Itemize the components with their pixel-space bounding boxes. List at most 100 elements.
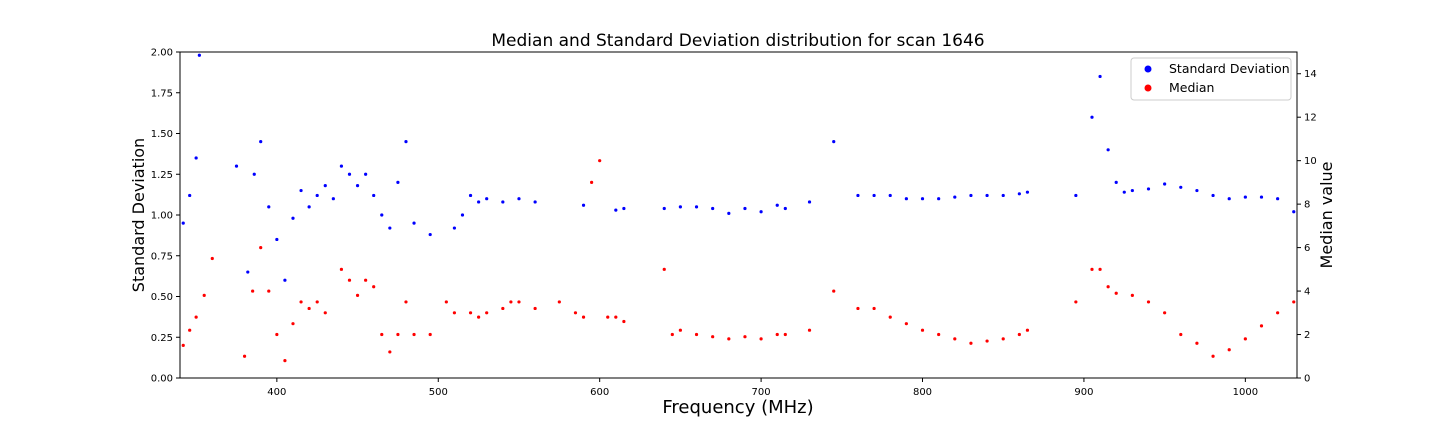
median-point [210, 256, 214, 261]
median-point [953, 337, 957, 341]
std-point [275, 237, 279, 242]
std-point [477, 200, 481, 204]
std-point [372, 193, 376, 198]
x-tick-label: 400 [267, 387, 286, 398]
std-point [315, 193, 319, 198]
std-point [888, 193, 892, 198]
median-point [347, 278, 352, 282]
median-point [598, 159, 602, 163]
std-point [727, 211, 731, 215]
std-point [283, 278, 287, 282]
std-point [872, 193, 876, 198]
left-axis-ticks: 0.00 0.25 0.50 0.75 1.00 1.25 1.50 1.75 2.00 [151, 48, 180, 385]
x-tick-label: 500 [429, 387, 448, 398]
std-point [267, 205, 271, 209]
median-point [1146, 300, 1151, 304]
legend-box [1130, 57, 1292, 101]
std-point [501, 200, 505, 204]
std-point [246, 270, 250, 274]
std-point [1106, 148, 1110, 152]
std-point [622, 206, 626, 211]
median-point [775, 332, 779, 337]
std-point [460, 213, 465, 217]
std-point [1025, 190, 1030, 194]
median-point [388, 350, 392, 354]
std-point [1211, 193, 1215, 198]
right-tick-label: 2 [1304, 330, 1310, 341]
median-point [1130, 293, 1134, 298]
std-point [937, 197, 941, 201]
right-tick-label: 14 [1304, 69, 1317, 80]
std-point [1098, 74, 1102, 79]
left-tick-label: 0.50 [151, 292, 173, 303]
std-point [1276, 197, 1280, 201]
std-point [1114, 180, 1118, 184]
median-point [590, 180, 594, 184]
std-point [396, 180, 400, 184]
median-point [1025, 328, 1030, 332]
std-point [694, 205, 699, 209]
right-axis-ticks: 0 2 4 6 8 10 12 14 [1297, 69, 1317, 385]
std-point [1122, 190, 1126, 194]
median-point [969, 341, 973, 345]
left-tick-label: 1.00 [151, 211, 173, 222]
x-tick-label: 900 [1074, 387, 1093, 398]
median-point [339, 267, 344, 271]
median-point [291, 322, 295, 326]
std-point [856, 193, 860, 198]
median-point [1179, 332, 1183, 337]
std-point [197, 53, 201, 57]
std-point [1259, 195, 1264, 199]
right-tick-label: 6 [1304, 243, 1310, 254]
median-point [937, 332, 941, 337]
std-point [364, 172, 368, 176]
median-point [267, 289, 271, 293]
median-point [188, 328, 192, 332]
std-point [1292, 210, 1296, 214]
median-point [181, 343, 185, 347]
median-point [1211, 354, 1215, 358]
std-point [188, 193, 192, 198]
median-point [315, 300, 319, 304]
median-point [444, 300, 448, 304]
plot-frame [179, 51, 1298, 379]
std-point [985, 193, 989, 198]
median-point [299, 300, 303, 304]
median-point [452, 311, 457, 315]
std-point [953, 195, 957, 199]
median-point [1106, 285, 1110, 289]
std-point [678, 205, 682, 209]
std-point [347, 172, 352, 176]
median-point [485, 311, 489, 315]
median-point [307, 306, 311, 311]
legend-label-median: Median [1169, 80, 1214, 95]
legend: Standard Deviation Median [1130, 57, 1292, 101]
right-tick-label: 0 [1304, 374, 1310, 385]
median-point [606, 315, 610, 319]
median-point [259, 246, 263, 250]
std-point [234, 164, 239, 168]
median-point [759, 337, 763, 341]
std-point [1163, 182, 1167, 186]
median-point [194, 315, 198, 319]
median-point [832, 289, 836, 293]
points-layer [181, 53, 1296, 363]
std-point [1179, 185, 1183, 189]
median-point [622, 319, 626, 324]
x-axis-label: Frequency (MHz) [662, 397, 813, 418]
std-point [355, 184, 360, 188]
std-point [1017, 192, 1021, 196]
median-point [242, 354, 247, 358]
median-point [1114, 291, 1118, 295]
std-point [711, 206, 715, 211]
std-point [517, 197, 521, 201]
std-point [783, 206, 787, 211]
std-point [323, 184, 327, 188]
std-point [614, 208, 618, 212]
median-point [1276, 311, 1280, 315]
left-tick-label: 1.50 [151, 129, 173, 140]
median-point [557, 300, 561, 304]
legend-marker-median [1144, 84, 1152, 92]
median-point [1090, 267, 1094, 271]
median-point [573, 311, 578, 315]
